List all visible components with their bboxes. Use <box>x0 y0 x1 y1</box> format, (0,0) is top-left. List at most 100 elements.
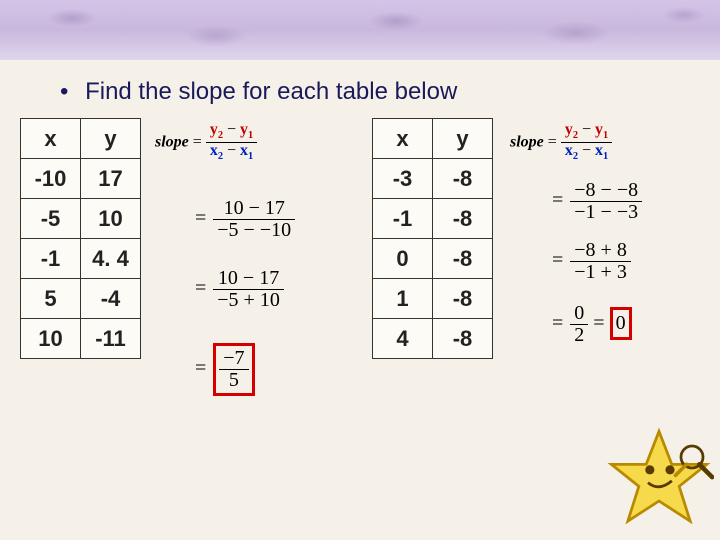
table-row: -3-8 <box>373 159 493 199</box>
x1-symbol: x <box>595 142 603 159</box>
numerator: −8 − −8 <box>570 180 642 202</box>
x2-symbol: x <box>565 142 573 159</box>
slide-title: Find the slope for each table below <box>85 78 457 105</box>
numerator: 10 − 17 <box>213 198 295 220</box>
minus: − <box>578 142 595 159</box>
fraction: −8 + 8 −1 + 3 <box>570 240 631 283</box>
decorative-banner <box>0 0 720 60</box>
cell: 0 <box>373 239 433 279</box>
slope-fraction: y2 − y1 x2 − x1 <box>206 122 257 163</box>
denominator: −5 − −10 <box>213 220 295 241</box>
numerator: 0 <box>570 303 588 325</box>
table-row: -1017 <box>21 159 141 199</box>
cell: -1 <box>373 199 433 239</box>
x2-symbol: x <box>210 142 218 159</box>
table-row: -510 <box>21 199 141 239</box>
cell: -4 <box>81 279 141 319</box>
equals-sign: = <box>552 312 563 334</box>
fraction: 10 − 17 −5 + 10 <box>213 268 284 311</box>
table-row: -1-8 <box>373 199 493 239</box>
answer-box-icon: −7 5 <box>213 343 254 396</box>
cell: 10 <box>81 199 141 239</box>
cell: -3 <box>373 159 433 199</box>
answer-box-icon: 0 <box>610 307 632 340</box>
slide-content: x y -1017 -510 -14. 4 5-4 10-11 slope = … <box>0 118 720 540</box>
cell: -8 <box>433 239 493 279</box>
y2-symbol: y <box>210 121 218 138</box>
table-header-x: x <box>21 119 81 159</box>
table-row: 10-11 <box>21 319 141 359</box>
table-left: x y -1017 -510 -14. 4 5-4 10-11 <box>20 118 141 359</box>
minus: − <box>578 121 595 138</box>
cell: 1 <box>373 279 433 319</box>
minus: − <box>223 142 240 159</box>
y1-symbol: y <box>595 121 603 138</box>
slope-label: slope <box>155 133 189 150</box>
slope-formula-left: slope = y2 − y1 x2 − x1 <box>155 122 257 163</box>
x1-sub: 1 <box>603 151 608 162</box>
cell: -10 <box>21 159 81 199</box>
calc-left-final: = −7 5 <box>195 343 255 396</box>
calc-right-final: = 0 2 = 0 <box>552 303 632 346</box>
cell: -8 <box>433 319 493 359</box>
denominator: −1 − −3 <box>570 202 642 223</box>
x1-sub: 1 <box>248 151 253 162</box>
equals-sign: = <box>195 207 206 229</box>
table-row: -14. 4 <box>21 239 141 279</box>
slide-title-row: • Find the slope for each table below <box>0 60 720 118</box>
denominator: 5 <box>219 370 248 391</box>
equals-sign: = <box>548 133 557 150</box>
equals-sign: = <box>593 312 604 334</box>
table-right: x y -3-8 -1-8 0-8 1-8 4-8 <box>372 118 493 359</box>
cell: 10 <box>21 319 81 359</box>
table-row: x y <box>373 119 493 159</box>
star-eye-left <box>645 465 654 474</box>
calc-right-step1: = −8 − −8 −1 − −3 <box>552 180 642 223</box>
equals-sign: = <box>552 189 563 211</box>
table-row: 0-8 <box>373 239 493 279</box>
table-row: 4-8 <box>373 319 493 359</box>
table-header-y: y <box>81 119 141 159</box>
denominator: −5 + 10 <box>213 290 284 311</box>
fraction: 0 2 <box>570 303 588 346</box>
cell: -8 <box>433 199 493 239</box>
equals-sign: = <box>193 133 202 150</box>
minus: − <box>223 121 240 138</box>
numerator: −8 + 8 <box>570 240 631 262</box>
cell: -8 <box>433 279 493 319</box>
table-row: 1-8 <box>373 279 493 319</box>
denominator: −1 + 3 <box>570 262 631 283</box>
table-header-y: y <box>433 119 493 159</box>
y1-symbol: y <box>240 121 248 138</box>
star-character-icon <box>604 424 714 534</box>
star-eye-right <box>665 465 674 474</box>
table-header-x: x <box>373 119 433 159</box>
fraction: −7 5 <box>219 348 248 391</box>
y1-sub: 1 <box>248 130 253 141</box>
slope-label: slope <box>510 133 544 150</box>
fraction: 10 − 17 −5 − −10 <box>213 198 295 241</box>
y2-symbol: y <box>565 121 573 138</box>
slope-fraction: y2 − y1 x2 − x1 <box>561 122 612 163</box>
y1-sub: 1 <box>603 130 608 141</box>
calc-left-step2: = 10 − 17 −5 + 10 <box>195 268 284 311</box>
denominator: 2 <box>570 325 588 346</box>
equals-sign: = <box>552 249 563 271</box>
cell: 4. 4 <box>81 239 141 279</box>
final-value: 0 <box>616 312 626 334</box>
table-row: 5-4 <box>21 279 141 319</box>
x1-symbol: x <box>240 142 248 159</box>
calc-left-step1: = 10 − 17 −5 − −10 <box>195 198 295 241</box>
equals-sign: = <box>195 277 206 299</box>
numerator: 10 − 17 <box>213 268 284 290</box>
cell: -11 <box>81 319 141 359</box>
numerator: −7 <box>219 348 248 370</box>
equals-sign: = <box>195 357 206 379</box>
cell: -5 <box>21 199 81 239</box>
cell: -8 <box>433 159 493 199</box>
cell: -1 <box>21 239 81 279</box>
cell: 5 <box>21 279 81 319</box>
table-row: x y <box>21 119 141 159</box>
cell: 17 <box>81 159 141 199</box>
calc-right-step2: = −8 + 8 −1 + 3 <box>552 240 631 283</box>
